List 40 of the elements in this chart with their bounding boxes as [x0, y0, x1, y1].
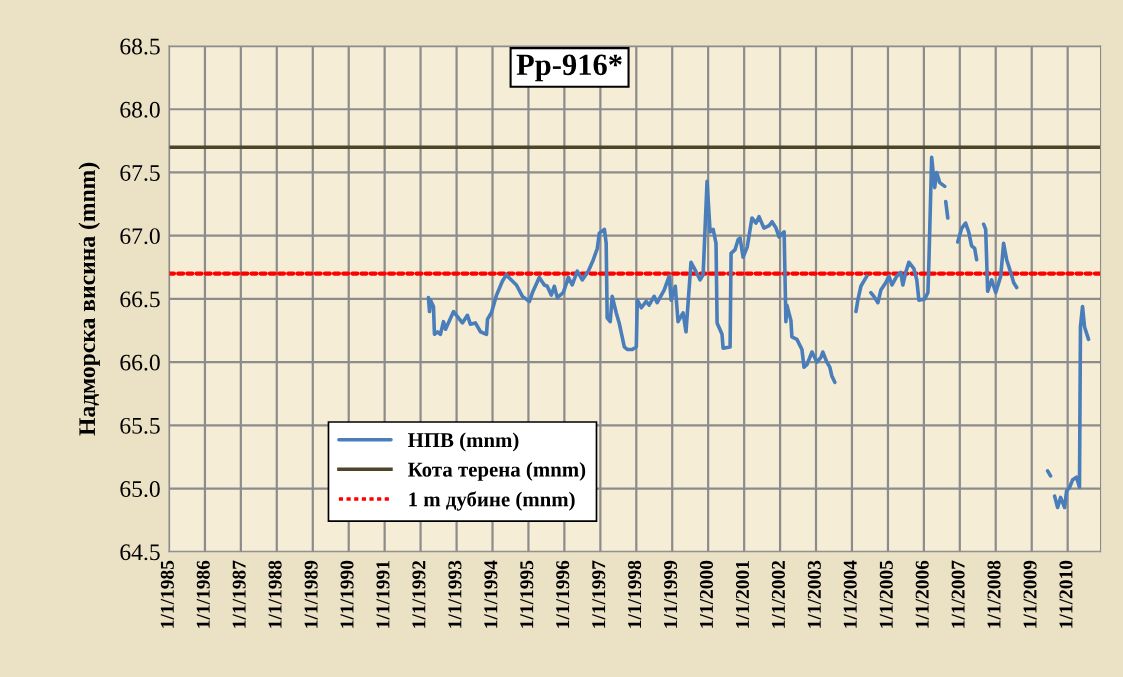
- x-tick-label: 1/1/1985: [160, 560, 174, 628]
- legend-label: НПВ (mnm): [407, 432, 519, 452]
- x-tick-label: 1/1/2006: [915, 560, 929, 628]
- y-tick-label: 67.0: [120, 228, 160, 245]
- x-tick-label: 1/1/2003: [807, 560, 821, 628]
- x-tick-label: 1/1/1996: [556, 560, 570, 628]
- x-tick-label: 1/1/1988: [268, 560, 282, 628]
- x-tick-label: 1/1/2010: [1059, 560, 1073, 628]
- y-tick-label: 68.0: [120, 101, 160, 118]
- x-tick-label: 1/1/2008: [987, 560, 1001, 628]
- x-tick-label: 1/1/1992: [412, 560, 426, 628]
- y-tick-label: 68.5: [120, 38, 160, 55]
- x-tick-label: 1/1/2004: [843, 560, 857, 628]
- chart-title: Pp-916*: [516, 54, 622, 82]
- y-tick-label: 66.0: [120, 354, 160, 371]
- y-tick-label: 67.5: [120, 165, 160, 181]
- x-tick-label: 1/1/1994: [484, 560, 498, 628]
- x-tick-label: 1/1/1997: [592, 560, 606, 628]
- x-tick-label: 1/1/1989: [304, 560, 318, 628]
- y-tick-label: 66.5: [120, 291, 160, 308]
- x-tick-label: 1/1/2002: [771, 560, 785, 628]
- x-tick-label: 1/1/2007: [951, 560, 965, 628]
- x-tick-label: 1/1/1995: [520, 560, 534, 628]
- x-tick-label: 1/1/1990: [340, 560, 354, 628]
- x-tick-label: 1/1/2005: [879, 560, 893, 628]
- x-tick-label: 1/1/1998: [628, 560, 642, 628]
- y-tick-label: 65.5: [120, 417, 160, 434]
- x-tick-label: 1/1/1991: [376, 561, 390, 628]
- x-tick-label: 1/1/2000: [699, 560, 714, 628]
- x-tick-label: 1/1/2001: [735, 561, 750, 628]
- x-tick-label: 1/1/1993: [448, 560, 462, 628]
- x-tick-label: 1/1/2009: [1023, 560, 1037, 628]
- legend-label: Кота терена (mnm): [407, 461, 586, 481]
- y-tick-label: 65.0: [120, 481, 160, 498]
- legend-label: 1 m дубине (mnm): [409, 491, 575, 511]
- y-axis-title: Надморска висина (mnm): [78, 162, 100, 436]
- x-tick-label: 1/1/1987: [232, 560, 246, 628]
- x-tick-label: 1/1/1986: [196, 560, 210, 628]
- y-tick-label: 64.5: [120, 544, 160, 561]
- x-tick-label: 1/1/1999: [664, 560, 678, 628]
